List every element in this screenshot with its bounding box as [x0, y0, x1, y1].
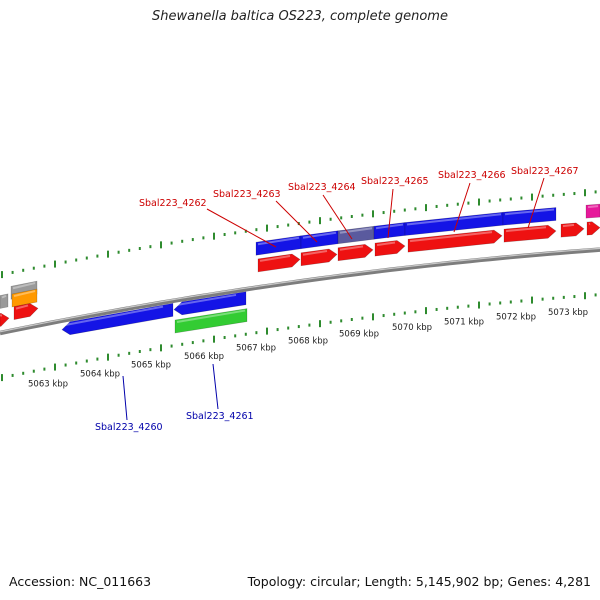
backbone-highlight — [0, 247, 600, 333]
cds-feature — [11, 288, 38, 308]
cds-feature-sheen — [176, 309, 246, 323]
kbp-label: 5064 kbp — [80, 370, 120, 380]
cds-feature-sheen — [259, 255, 291, 262]
kbp-label: 5071 kbp — [444, 318, 484, 328]
kbp-label: 5072 kbp — [496, 313, 536, 323]
cds-feature-sheen — [376, 241, 396, 247]
gene-label: Sbal223_4264 — [288, 182, 356, 193]
gene-label: Sbal223_4267 — [511, 166, 579, 177]
gene-label-leader — [322, 194, 353, 240]
outer-tick-track — [1, 189, 597, 279]
cds-feature-sheen — [12, 282, 36, 290]
cds-feature-sheen — [409, 231, 493, 243]
gene-label: Sbal223_4261 — [186, 411, 254, 422]
gene-label: Sbal223_4266 — [438, 170, 506, 181]
cds-feature — [404, 211, 504, 236]
gene-label: Sbal223_4262 — [139, 198, 207, 209]
topology-summary: Topology: circular; Length: 5,145,902 bp… — [247, 574, 591, 589]
cds-feature — [503, 224, 557, 243]
cds-feature — [374, 240, 406, 257]
kbp-label: 5073 kbp — [548, 308, 588, 318]
cds-feature — [0, 312, 10, 327]
accession-text: Accession: NC_011663 — [9, 574, 152, 589]
cds-feature-sheen — [562, 223, 575, 228]
cds-feature-sheen — [504, 208, 555, 216]
kbp-label: 5066 kbp — [184, 352, 224, 362]
cds-feature-sheen — [302, 249, 328, 256]
cds-feature — [373, 222, 406, 240]
cds-feature-sheen — [339, 227, 373, 234]
cds-feature-sheen — [339, 245, 364, 251]
cds-feature-sheen — [406, 213, 502, 226]
cds-feature — [560, 222, 585, 238]
cds-feature-sheen — [175, 293, 237, 307]
gene-label: Sbal223_4263 — [213, 189, 281, 200]
gene-label-leader — [275, 200, 318, 243]
genome-backbone — [0, 247, 600, 336]
cds-feature-sheen — [15, 304, 29, 310]
gene-label-leader — [387, 188, 394, 239]
cds-feature-sheen — [257, 236, 300, 246]
kbp-label: 5070 kbp — [392, 323, 432, 333]
cds-feature — [173, 291, 247, 316]
cds-feature — [407, 229, 503, 253]
cds-feature-sheen — [13, 290, 36, 298]
kbp-scale: 5063 kbp 5064 kbp 5065 kbp 5066 kbp 5067 kbp… — [28, 308, 588, 389]
cds-feature — [0, 293, 9, 309]
cds-feature — [585, 203, 600, 219]
cds-feature — [300, 248, 338, 267]
cds-feature — [337, 244, 374, 262]
gene-label-leader — [122, 375, 128, 421]
cds-feature — [174, 308, 248, 334]
kbp-label: 5067 kbp — [236, 344, 276, 354]
cds-feature-sheen — [1, 294, 7, 299]
gene-label: Sbal223_4265 — [361, 176, 429, 187]
inner-tick-track — [1, 292, 597, 382]
gene-labels: Sbal223_4262 Sbal223_4263 Sbal223_4264 Sbal… — [95, 166, 579, 433]
backbone-band — [0, 247, 600, 336]
cds-feature-sheen — [505, 226, 547, 233]
kbp-label: 5069 kbp — [339, 330, 379, 340]
cds-feature — [61, 302, 174, 336]
gene-label: Sbal223_4260 — [95, 422, 163, 433]
gene-label-leader — [453, 182, 471, 233]
gene-label-leader — [212, 363, 219, 410]
kbp-label: 5068 kbp — [288, 336, 328, 346]
cds-feature-sheen — [63, 305, 164, 327]
kbp-label: 5065 kbp — [131, 361, 171, 371]
cds-feature — [586, 221, 600, 236]
kbp-label: 5063 kbp — [28, 379, 68, 389]
cds-feature — [13, 303, 39, 321]
gene-label-leader — [527, 177, 545, 229]
gene-label-leader — [206, 208, 277, 248]
genome-title: Shewanella baltica OS223, complete genom… — [152, 9, 448, 24]
cds-feature-sheen — [302, 231, 337, 239]
cds-feature — [257, 253, 301, 273]
feature-track — [0, 203, 600, 336]
cds-feature-sheen — [587, 205, 599, 209]
cds-feature — [502, 207, 557, 226]
